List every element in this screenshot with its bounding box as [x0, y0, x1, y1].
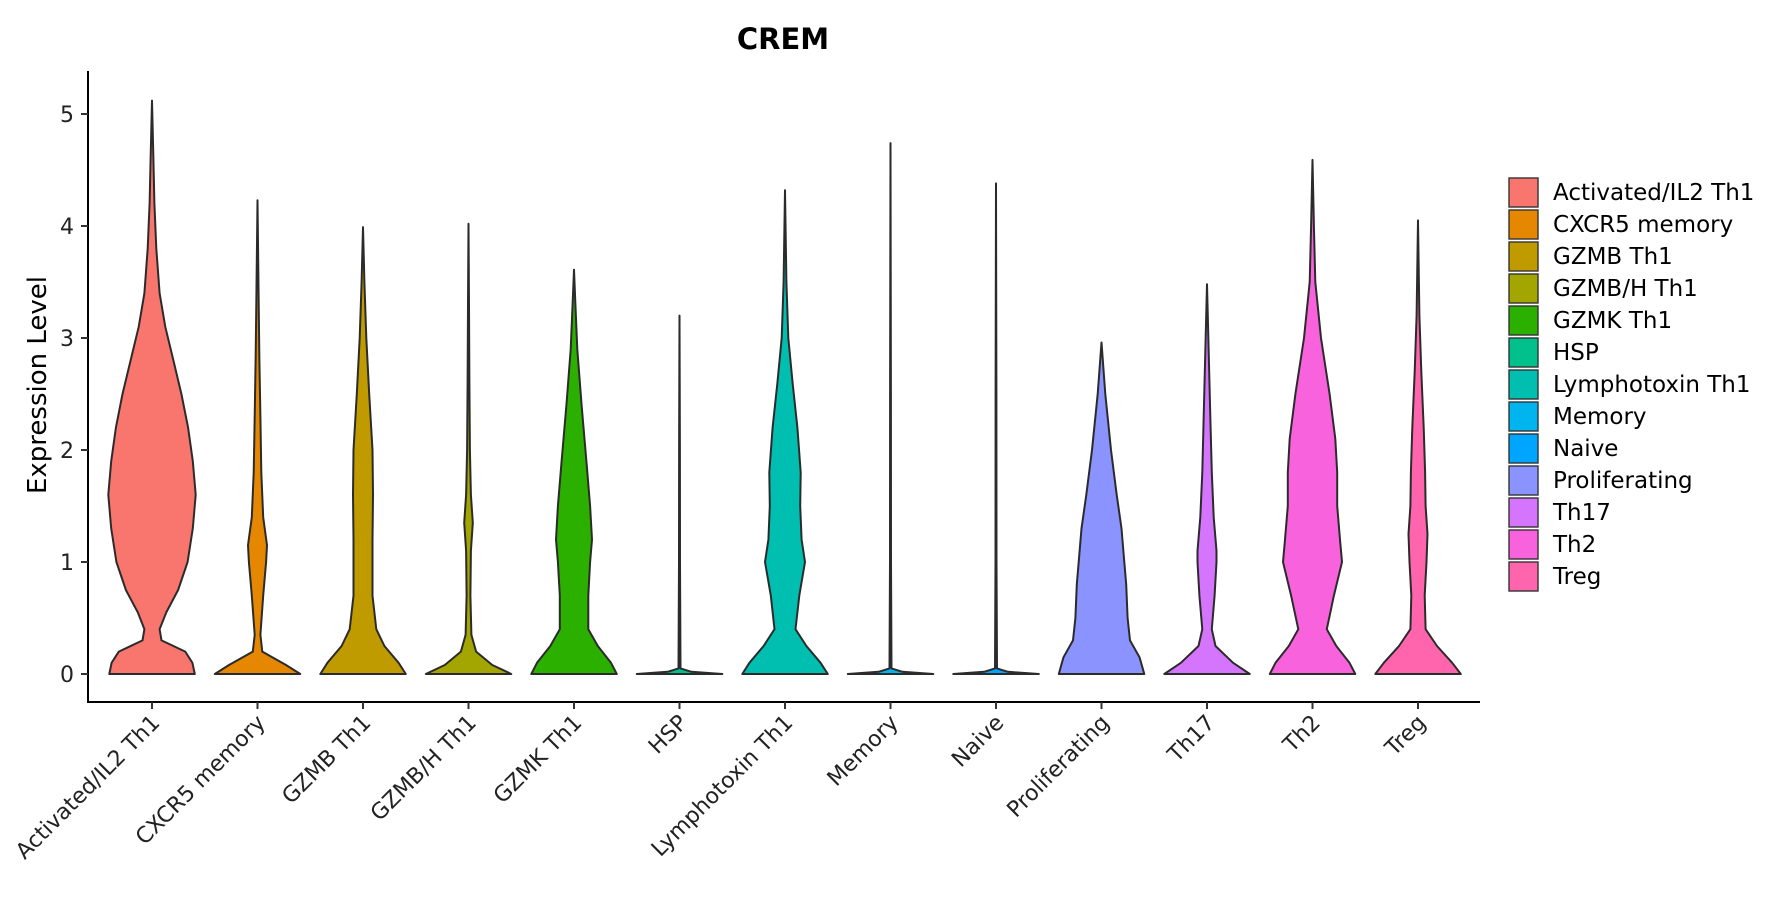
legend-key-cxcr5-memory	[1508, 209, 1539, 240]
y-tick-label: 5	[60, 103, 74, 128]
legend-key-gzmk-th1	[1508, 305, 1539, 336]
x-tick-label: GZMB Th1	[278, 711, 377, 810]
x-tick-label: GZMK Th1	[489, 711, 587, 809]
legend-key-lymphotoxin-th1	[1508, 369, 1539, 400]
legend-key-naive	[1508, 433, 1539, 464]
legend-label: GZMK Th1	[1553, 308, 1672, 334]
x-tick-label: Th17	[1163, 711, 1221, 769]
legend-key-proliferating	[1508, 465, 1539, 496]
legend-label: GZMB/H Th1	[1553, 276, 1698, 302]
x-tick-label: Naive	[947, 711, 1009, 773]
legend-key-th17	[1508, 497, 1539, 528]
violin-gzmb-th1	[319, 226, 407, 675]
legend-label: Th17	[1552, 500, 1611, 526]
x-tick-label: GZMB/H Th1	[366, 711, 482, 827]
violin-memory	[846, 142, 935, 675]
legend-label: Treg	[1552, 564, 1601, 590]
x-tick-label: Treg	[1380, 711, 1431, 762]
violin-gzmk-th1	[530, 268, 618, 675]
y-axis-label: Expression Level	[23, 276, 53, 494]
legend-label: Activated/IL2 Th1	[1553, 180, 1754, 206]
violin-naive	[952, 182, 1040, 675]
legend-key-th2	[1508, 529, 1539, 560]
violin-gzmb-h-th1	[424, 222, 513, 675]
legend-label: Lymphotoxin Th1	[1553, 372, 1751, 398]
violin-th2	[1268, 158, 1357, 675]
y-tick-label: 3	[60, 327, 74, 352]
legend-key-activated-il2-th1	[1508, 177, 1539, 208]
x-tick-label: Memory	[823, 711, 904, 792]
violin-th17	[1163, 283, 1251, 675]
x-tick-label: Proliferating	[1003, 711, 1115, 823]
y-tick-label: 0	[60, 663, 74, 688]
violin-hsp	[635, 314, 724, 675]
legend-label: Memory	[1553, 404, 1647, 430]
legend-key-treg	[1508, 561, 1539, 592]
y-tick-label: 2	[60, 439, 74, 464]
violin-treg	[1374, 219, 1462, 675]
legend-label: GZMB Th1	[1553, 244, 1673, 270]
legend-key-gzmb-th1	[1508, 241, 1539, 272]
violin-activated-il2-th1	[107, 99, 197, 675]
legend-label: CXCR5 memory	[1553, 212, 1733, 238]
legend-label: HSP	[1553, 340, 1599, 366]
violins	[107, 99, 1462, 675]
y-tick-label: 1	[60, 551, 74, 576]
chart-title: CREM	[737, 22, 829, 56]
x-tick-label: Th2	[1278, 711, 1326, 759]
legend: Activated/IL2 Th1 CXCR5 memory GZMB Th1 GZM…	[1508, 177, 1754, 592]
y-tick-label: 4	[60, 215, 74, 240]
legend-label: Proliferating	[1553, 468, 1693, 494]
legend-key-hsp	[1508, 337, 1539, 368]
legend-label: Th2	[1552, 532, 1596, 558]
y-axis-ticks: 0 1 2 3 4 5	[60, 103, 88, 688]
violin-cxcr5-memory	[213, 199, 302, 675]
legend-label: Naive	[1553, 436, 1618, 462]
legend-key-gzmb-h-th1	[1508, 273, 1539, 304]
legend-key-memory	[1508, 401, 1539, 432]
violin-proliferating	[1057, 341, 1146, 675]
x-tick-label: HSP	[644, 711, 693, 760]
violin-lymphotoxin-th1	[741, 189, 829, 675]
